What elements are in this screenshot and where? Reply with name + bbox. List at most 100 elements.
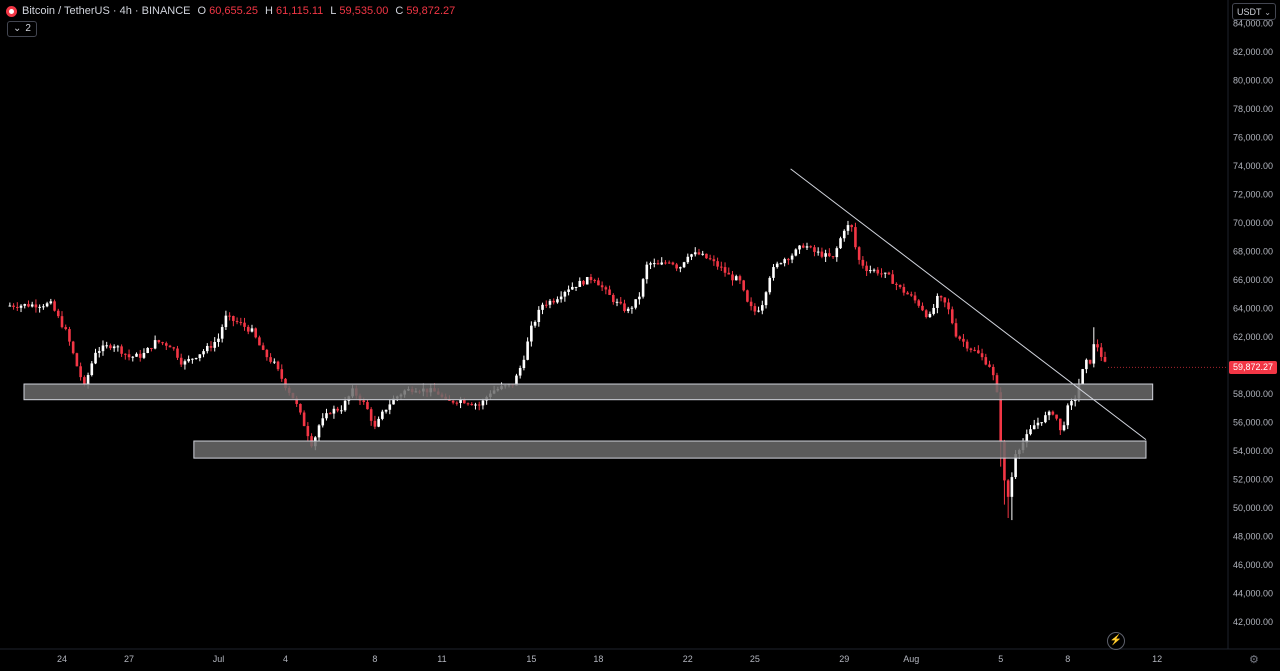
x-tick-label: 11: [437, 654, 446, 664]
candle-body: [194, 358, 198, 360]
bolt-icon[interactable]: ⚡: [1107, 632, 1125, 650]
x-tick-label: 25: [750, 654, 760, 664]
candle-body: [533, 321, 537, 326]
candle-body: [977, 350, 980, 354]
candle-body: [470, 403, 474, 406]
candle-body: [477, 404, 481, 406]
candle-body: [1036, 422, 1040, 426]
candle-body: [559, 296, 563, 300]
currency-select[interactable]: USDT ⌄: [1232, 3, 1276, 20]
candle-body: [187, 358, 190, 362]
candle-body: [984, 357, 988, 365]
candle-body: [161, 342, 164, 344]
candle-body: [910, 294, 913, 296]
candle-body: [455, 402, 459, 404]
candle-body: [690, 254, 693, 257]
candle-body: [60, 316, 64, 328]
candle-body: [220, 327, 224, 339]
candle-body: [738, 276, 742, 281]
candles: [8, 220, 1107, 521]
candle-body: [783, 259, 786, 264]
candle-body: [1103, 356, 1107, 362]
y-tick-label: 62,000.00: [1233, 332, 1273, 342]
candle-body: [563, 291, 567, 297]
candle-body: [641, 279, 645, 297]
candle-body: [734, 276, 738, 281]
symbol-legend: Bitcoin / TetherUS · 4h · BINANCE O 60,65…: [6, 5, 455, 17]
candle-body: [42, 306, 45, 308]
candle-body: [481, 400, 485, 406]
candle-body: [1070, 401, 1073, 406]
symbol-title[interactable]: Bitcoin / TetherUS · 4h · BINANCE: [22, 5, 191, 17]
candle-body: [198, 354, 202, 359]
candle-body: [302, 412, 306, 427]
candle-body: [459, 399, 462, 403]
candle-body: [23, 304, 27, 306]
x-tick-label: Aug: [903, 654, 919, 664]
candle-body: [101, 345, 105, 352]
candle-body: [902, 287, 906, 293]
candle-body: [265, 349, 269, 358]
x-tick-label: 27: [124, 654, 134, 664]
candle-body: [943, 297, 947, 303]
candle-body: [299, 403, 302, 413]
candle-body: [835, 248, 839, 258]
candle-body: [366, 402, 369, 410]
candle-body: [824, 253, 827, 257]
candle-body: [332, 408, 336, 414]
candle-body: [343, 400, 347, 411]
trendline[interactable]: [790, 168, 1147, 440]
candle-body: [8, 305, 12, 307]
candle-body: [261, 345, 265, 350]
candle-body: [269, 357, 272, 362]
candle-body: [1047, 411, 1051, 416]
candle-body: [64, 327, 68, 330]
gear-icon[interactable]: ⚙: [1249, 654, 1259, 666]
candle-body: [913, 295, 917, 301]
candle-body: [831, 256, 835, 258]
candle-body: [790, 255, 794, 260]
candle-body: [693, 252, 697, 255]
candle-body: [284, 378, 287, 388]
candle-body: [146, 348, 149, 353]
candle-body: [105, 345, 108, 347]
x-tick-label: 15: [526, 654, 536, 664]
y-tick-label: 54,000.00: [1233, 446, 1273, 456]
candle-body: [660, 262, 664, 265]
candle-body: [157, 340, 161, 343]
candle-body: [757, 310, 760, 312]
candle-body: [474, 404, 477, 406]
low-value: 59,535.00: [339, 5, 389, 17]
close-value: 59,872.27: [406, 5, 456, 17]
candle-body: [328, 413, 332, 415]
x-tick-label: 29: [839, 654, 849, 664]
candle-body: [16, 306, 19, 308]
candle-body: [235, 320, 239, 323]
candle-body: [1032, 425, 1036, 430]
candle-body: [906, 292, 909, 295]
y-tick-label: 84,000.00: [1233, 19, 1273, 29]
candle-body: [191, 358, 194, 360]
y-tick-label: 70,000.00: [1233, 218, 1273, 228]
candle-body: [991, 366, 995, 376]
x-tick-label: 8: [372, 654, 377, 664]
y-tick-label: 52,000.00: [1233, 475, 1273, 485]
indicator-count: 2: [25, 23, 31, 34]
candle-body: [746, 290, 749, 302]
candle-body: [49, 301, 53, 304]
candle-body: [958, 336, 962, 339]
indicators-toggle-button[interactable]: ⌄ 2: [7, 21, 37, 37]
chevron-down-icon: ⌄: [1264, 8, 1271, 17]
support-zone[interactable]: [193, 440, 1147, 459]
candle-body: [712, 259, 716, 262]
candle-body: [273, 361, 276, 363]
candle-body: [876, 269, 880, 274]
candle-body: [839, 238, 842, 249]
high-value: 61,115.11: [275, 5, 324, 17]
candle-body: [1010, 477, 1014, 497]
support-zone[interactable]: [23, 383, 1154, 401]
candle-body: [854, 227, 857, 248]
y-tick-label: 78,000.00: [1233, 104, 1273, 114]
y-tick-label: 76,000.00: [1233, 133, 1273, 143]
